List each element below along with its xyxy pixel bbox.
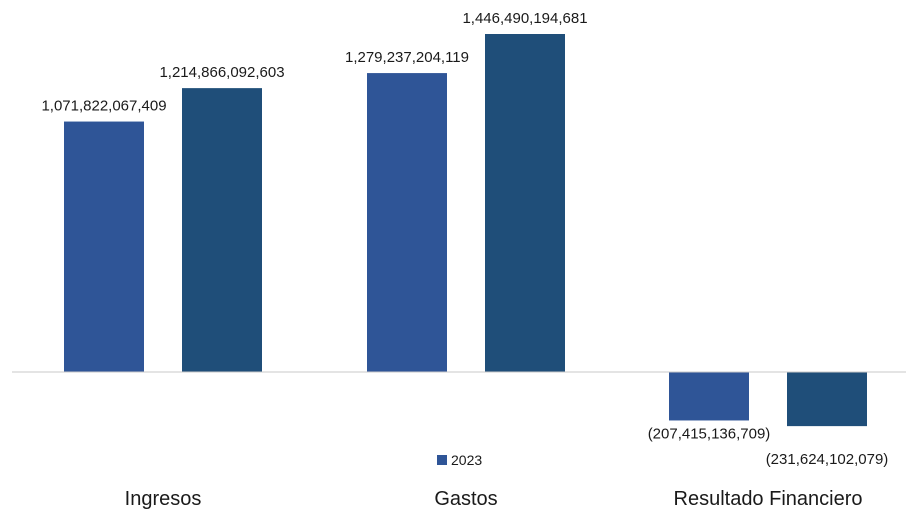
bar-ingresos-series-2 [182, 88, 262, 372]
data-label-resultado-financiero-series-1: (207,415,136,709) [648, 425, 771, 442]
legend-swatch-2023 [437, 455, 447, 465]
data-label-gastos-series-1: 1,279,237,204,119 [345, 49, 469, 66]
legend-label-2023: 2023 [451, 452, 482, 468]
data-label-ingresos-series-1: 1,071,822,067,409 [41, 98, 166, 115]
data-label-resultado-financiero-series-2: (231,624,102,079) [766, 451, 889, 468]
labels-layer: 1,071,822,067,409 1,279,237,204,119 (207,4… [41, 10, 888, 510]
data-label-gastos-series-2: 1,446,490,194,681 [462, 10, 587, 27]
bars-layer [64, 34, 867, 427]
bar-resultado-financiero-series-1 [669, 372, 749, 421]
bar-ingresos-series-1 [64, 121, 144, 373]
bar-gastos-series-1 [367, 73, 447, 372]
data-label-ingresos-series-2: 1,214,866,092,603 [159, 64, 284, 81]
bar-gastos-series-2 [485, 34, 565, 372]
category-label-resultado-financiero: Resultado Financiero [674, 488, 863, 510]
category-label-ingresos: Ingresos [125, 488, 202, 510]
category-label-gastos: Gastos [434, 488, 497, 510]
bar-resultado-financiero-series-2 [787, 372, 867, 427]
legend: 2023 [437, 452, 482, 468]
